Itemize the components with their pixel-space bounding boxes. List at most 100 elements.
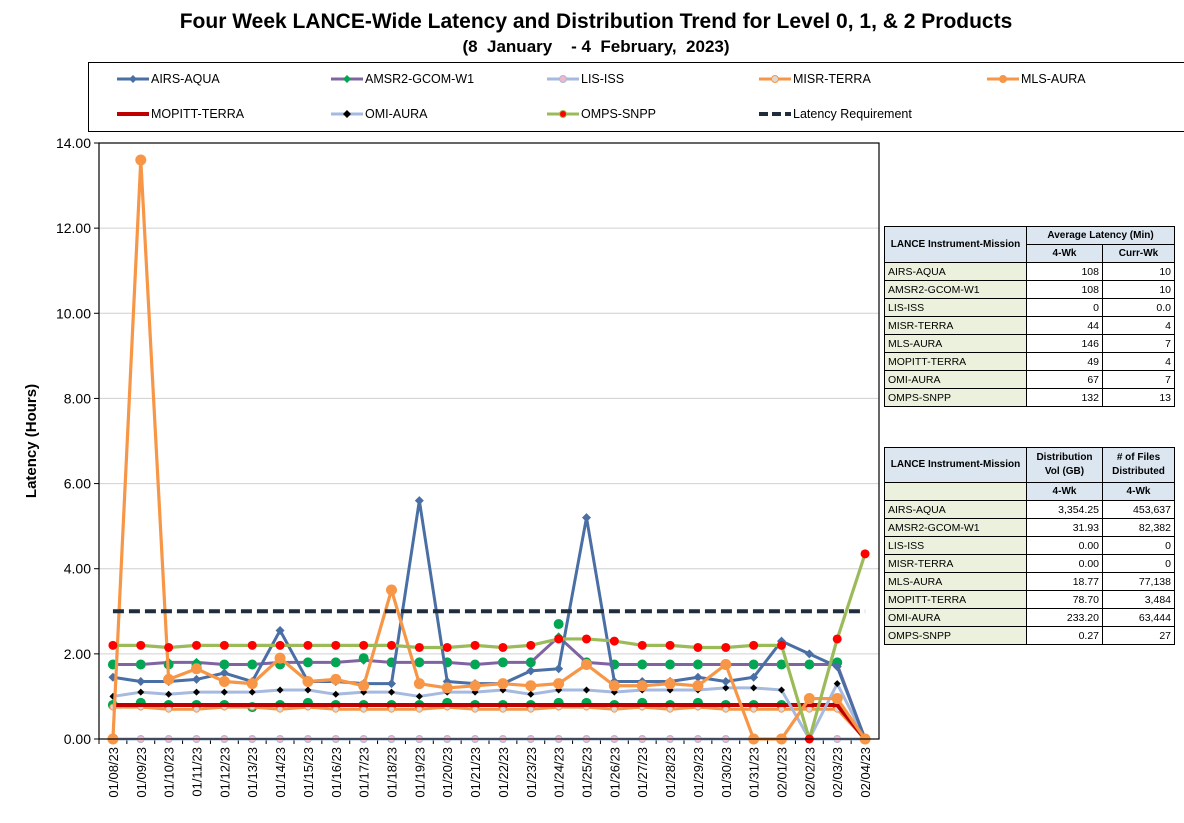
data-point bbox=[609, 636, 619, 646]
data-point bbox=[108, 640, 118, 650]
latency-cell-wk4: 44 bbox=[1026, 316, 1103, 335]
data-point bbox=[135, 154, 147, 166]
series-omi-aura bbox=[109, 680, 869, 743]
data-point bbox=[414, 642, 424, 652]
data-point bbox=[359, 655, 369, 665]
data-point bbox=[805, 705, 813, 713]
data-point bbox=[637, 660, 647, 669]
data-point bbox=[722, 684, 730, 692]
data-point bbox=[721, 677, 731, 687]
data-point bbox=[470, 660, 480, 669]
data-point bbox=[359, 640, 369, 650]
dist-header-4wk-vol: 4-Wk bbox=[1026, 482, 1103, 501]
x-tick-label: 02/02/23 bbox=[802, 747, 817, 798]
x-tick-label: 01/19/23 bbox=[412, 747, 427, 798]
x-tick-label: 01/28/23 bbox=[663, 747, 678, 798]
data-point bbox=[218, 676, 230, 688]
dist-cell-files: 63,444 bbox=[1102, 608, 1175, 627]
y-tick-label: 4.00 bbox=[64, 561, 91, 577]
data-point bbox=[136, 660, 146, 669]
latency-table: LANCE Instrument-Mission Average Latency… bbox=[884, 226, 1176, 407]
dist-cell-name: MLS-AURA bbox=[884, 572, 1027, 591]
data-point bbox=[388, 688, 395, 696]
dist-cell-name: OMI-AURA bbox=[884, 608, 1027, 627]
data-point bbox=[275, 625, 285, 635]
data-point bbox=[165, 690, 173, 698]
legend-swatch-icon bbox=[547, 110, 579, 118]
data-point bbox=[750, 684, 758, 692]
data-point bbox=[832, 634, 842, 644]
dist-cell-vol: 0.27 bbox=[1026, 626, 1103, 645]
latency-cell-curr: 4 bbox=[1101, 316, 1176, 335]
x-tick-label: 01/12/23 bbox=[217, 747, 232, 798]
data-point bbox=[137, 688, 145, 696]
latency-cell-wk4: 146 bbox=[1026, 334, 1103, 353]
x-tick-label: 01/13/23 bbox=[245, 747, 260, 798]
latency-cell-curr: 10 bbox=[1101, 262, 1176, 281]
latency-cell-name: MOPITT-TERRA bbox=[884, 352, 1027, 371]
data-point bbox=[441, 682, 453, 694]
series-line bbox=[112, 682, 867, 741]
data-point bbox=[219, 660, 229, 669]
latency-cell-name: MISR-TERRA bbox=[884, 316, 1027, 335]
data-point bbox=[442, 642, 452, 652]
data-point bbox=[387, 640, 396, 650]
data-point bbox=[831, 693, 843, 705]
dist-cell-vol: 233.20 bbox=[1026, 608, 1103, 627]
data-point bbox=[804, 660, 814, 669]
data-point bbox=[525, 680, 537, 692]
data-point bbox=[163, 673, 175, 685]
series-mls-aura bbox=[107, 154, 871, 745]
data-point bbox=[388, 705, 395, 713]
data-point bbox=[665, 660, 675, 669]
data-point bbox=[332, 690, 340, 698]
data-point bbox=[665, 640, 675, 650]
dist-row: LIS-ISS 0.00 0 bbox=[884, 536, 1175, 555]
data-point bbox=[526, 640, 536, 650]
x-tick-label: 01/11/23 bbox=[190, 747, 205, 797]
legend-swatch-icon bbox=[547, 75, 579, 83]
dist-cell-files: 82,382 bbox=[1102, 518, 1175, 537]
series-omps-snpp bbox=[108, 549, 870, 744]
data-point bbox=[582, 634, 591, 644]
data-point bbox=[358, 680, 370, 692]
dist-cell-files: 77,138 bbox=[1102, 572, 1175, 591]
latency-row: MLS-AURA 146 7 bbox=[884, 334, 1176, 353]
legend-label: OMPS-SNPP bbox=[581, 107, 657, 121]
dist-header-volume: Distribution Vol (GB) bbox=[1026, 447, 1103, 483]
dist-row: MISR-TERRA 0.00 0 bbox=[884, 554, 1175, 573]
y-tick-label: 12.00 bbox=[56, 220, 91, 236]
data-point bbox=[165, 705, 173, 713]
data-point bbox=[247, 660, 257, 669]
data-point bbox=[220, 688, 228, 696]
latency-cell-name: MLS-AURA bbox=[884, 334, 1027, 353]
data-point bbox=[247, 640, 257, 650]
dist-row: AIRS-AQUA 3,354.25 453,637 bbox=[884, 500, 1175, 519]
data-point bbox=[803, 693, 815, 705]
data-point bbox=[692, 680, 704, 692]
latency-cell-wk4: 108 bbox=[1026, 280, 1103, 299]
data-point bbox=[497, 678, 509, 690]
dist-cell-files: 0 bbox=[1102, 536, 1175, 555]
latency-header-4wk: 4-Wk bbox=[1026, 244, 1103, 263]
legend-label: Latency Requirement bbox=[793, 107, 912, 121]
latency-cell-wk4: 49 bbox=[1026, 352, 1103, 371]
latency-cell-wk4: 108 bbox=[1026, 262, 1103, 281]
legend-swatch-icon bbox=[117, 75, 149, 83]
dist-cell-vol: 31.93 bbox=[1026, 518, 1103, 537]
latency-header-currwk: Curr-Wk bbox=[1101, 244, 1176, 263]
series-line bbox=[112, 635, 867, 740]
legend-label: MISR-TERRA bbox=[793, 72, 871, 86]
data-point bbox=[302, 676, 314, 688]
latency-row: MISR-TERRA 44 4 bbox=[884, 316, 1176, 335]
x-tick-label: 01/26/23 bbox=[607, 747, 622, 798]
data-point bbox=[636, 680, 648, 692]
data-point bbox=[664, 678, 676, 690]
data-point bbox=[554, 634, 564, 644]
latency-header-average: Average Latency (Min) bbox=[1025, 226, 1176, 245]
chart-subtitle: (8 January - 4 February, 2023) bbox=[462, 37, 730, 56]
data-point bbox=[777, 640, 786, 650]
y-tick-label: 2.00 bbox=[64, 646, 91, 662]
data-point bbox=[415, 705, 423, 713]
series-line bbox=[111, 158, 867, 741]
